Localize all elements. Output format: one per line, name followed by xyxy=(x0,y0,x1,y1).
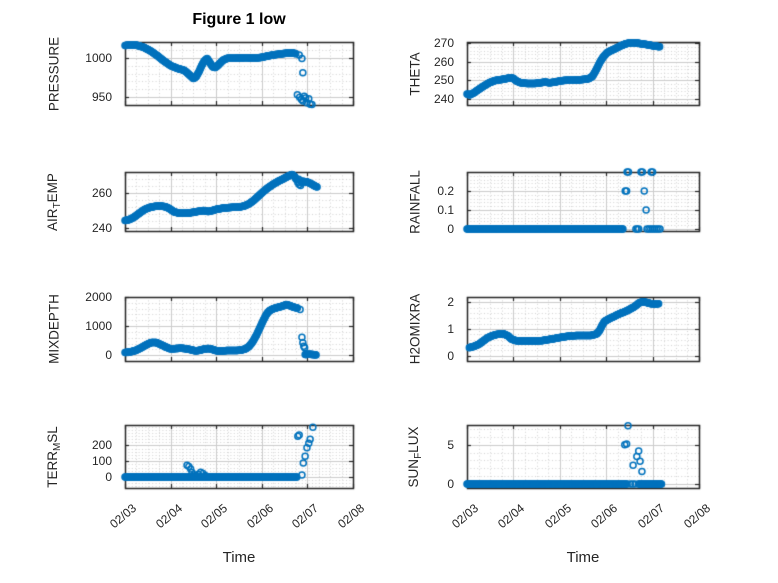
y-tick-label: 0.1 xyxy=(437,203,454,218)
y-tick-label: 250 xyxy=(433,73,454,88)
y-tick-label: 0 xyxy=(447,348,454,363)
x-axis-title-left: Time xyxy=(222,549,256,566)
x-axis-title-right: Time xyxy=(566,549,600,566)
y-axis-label-rainfall: RAINFALL xyxy=(407,169,423,234)
y-tick-label: 0.2 xyxy=(437,184,454,199)
y-tick-label: 0 xyxy=(447,477,454,492)
y-tick-label: 260 xyxy=(91,185,112,200)
y-tick-label: 0 xyxy=(447,222,454,237)
y-tick-label: 0 xyxy=(105,348,112,363)
y-tick-label: 100 xyxy=(91,454,112,469)
y-tick-label: 0 xyxy=(105,469,112,484)
y-tick-label: 950 xyxy=(91,90,112,105)
y-tick-label: 1000 xyxy=(85,319,112,334)
y-tick-label: 1 xyxy=(447,322,454,336)
y-axis-label-mixdepth: MIXDEPTH xyxy=(46,294,62,364)
y-axis-label-h2omixra: H2OMIXRA xyxy=(407,293,423,365)
y-axis-label-pressure: PRESSURE xyxy=(46,36,62,111)
y-tick-label: 1000 xyxy=(85,50,112,65)
y-tick-label: 2000 xyxy=(85,290,112,304)
y-tick-label: 5 xyxy=(447,437,454,452)
y-tick-label: 270 xyxy=(433,36,454,51)
y-tick-label: 200 xyxy=(91,438,112,453)
y-tick-label: 240 xyxy=(433,91,454,106)
y-tick-label: 2 xyxy=(447,295,454,310)
y-axis-label-terr-msl: TERRMSL xyxy=(45,425,63,488)
y-axis-label-theta: THETA xyxy=(407,51,423,96)
y-tick-label: 260 xyxy=(433,54,454,69)
y-axis-label-sun-flux: SUNFLUX xyxy=(406,426,424,487)
y-tick-label: 240 xyxy=(91,220,112,235)
figure-title: Figure 1 low xyxy=(192,11,286,28)
y-axis-label-air-temp: AIRTEMP xyxy=(45,172,63,231)
